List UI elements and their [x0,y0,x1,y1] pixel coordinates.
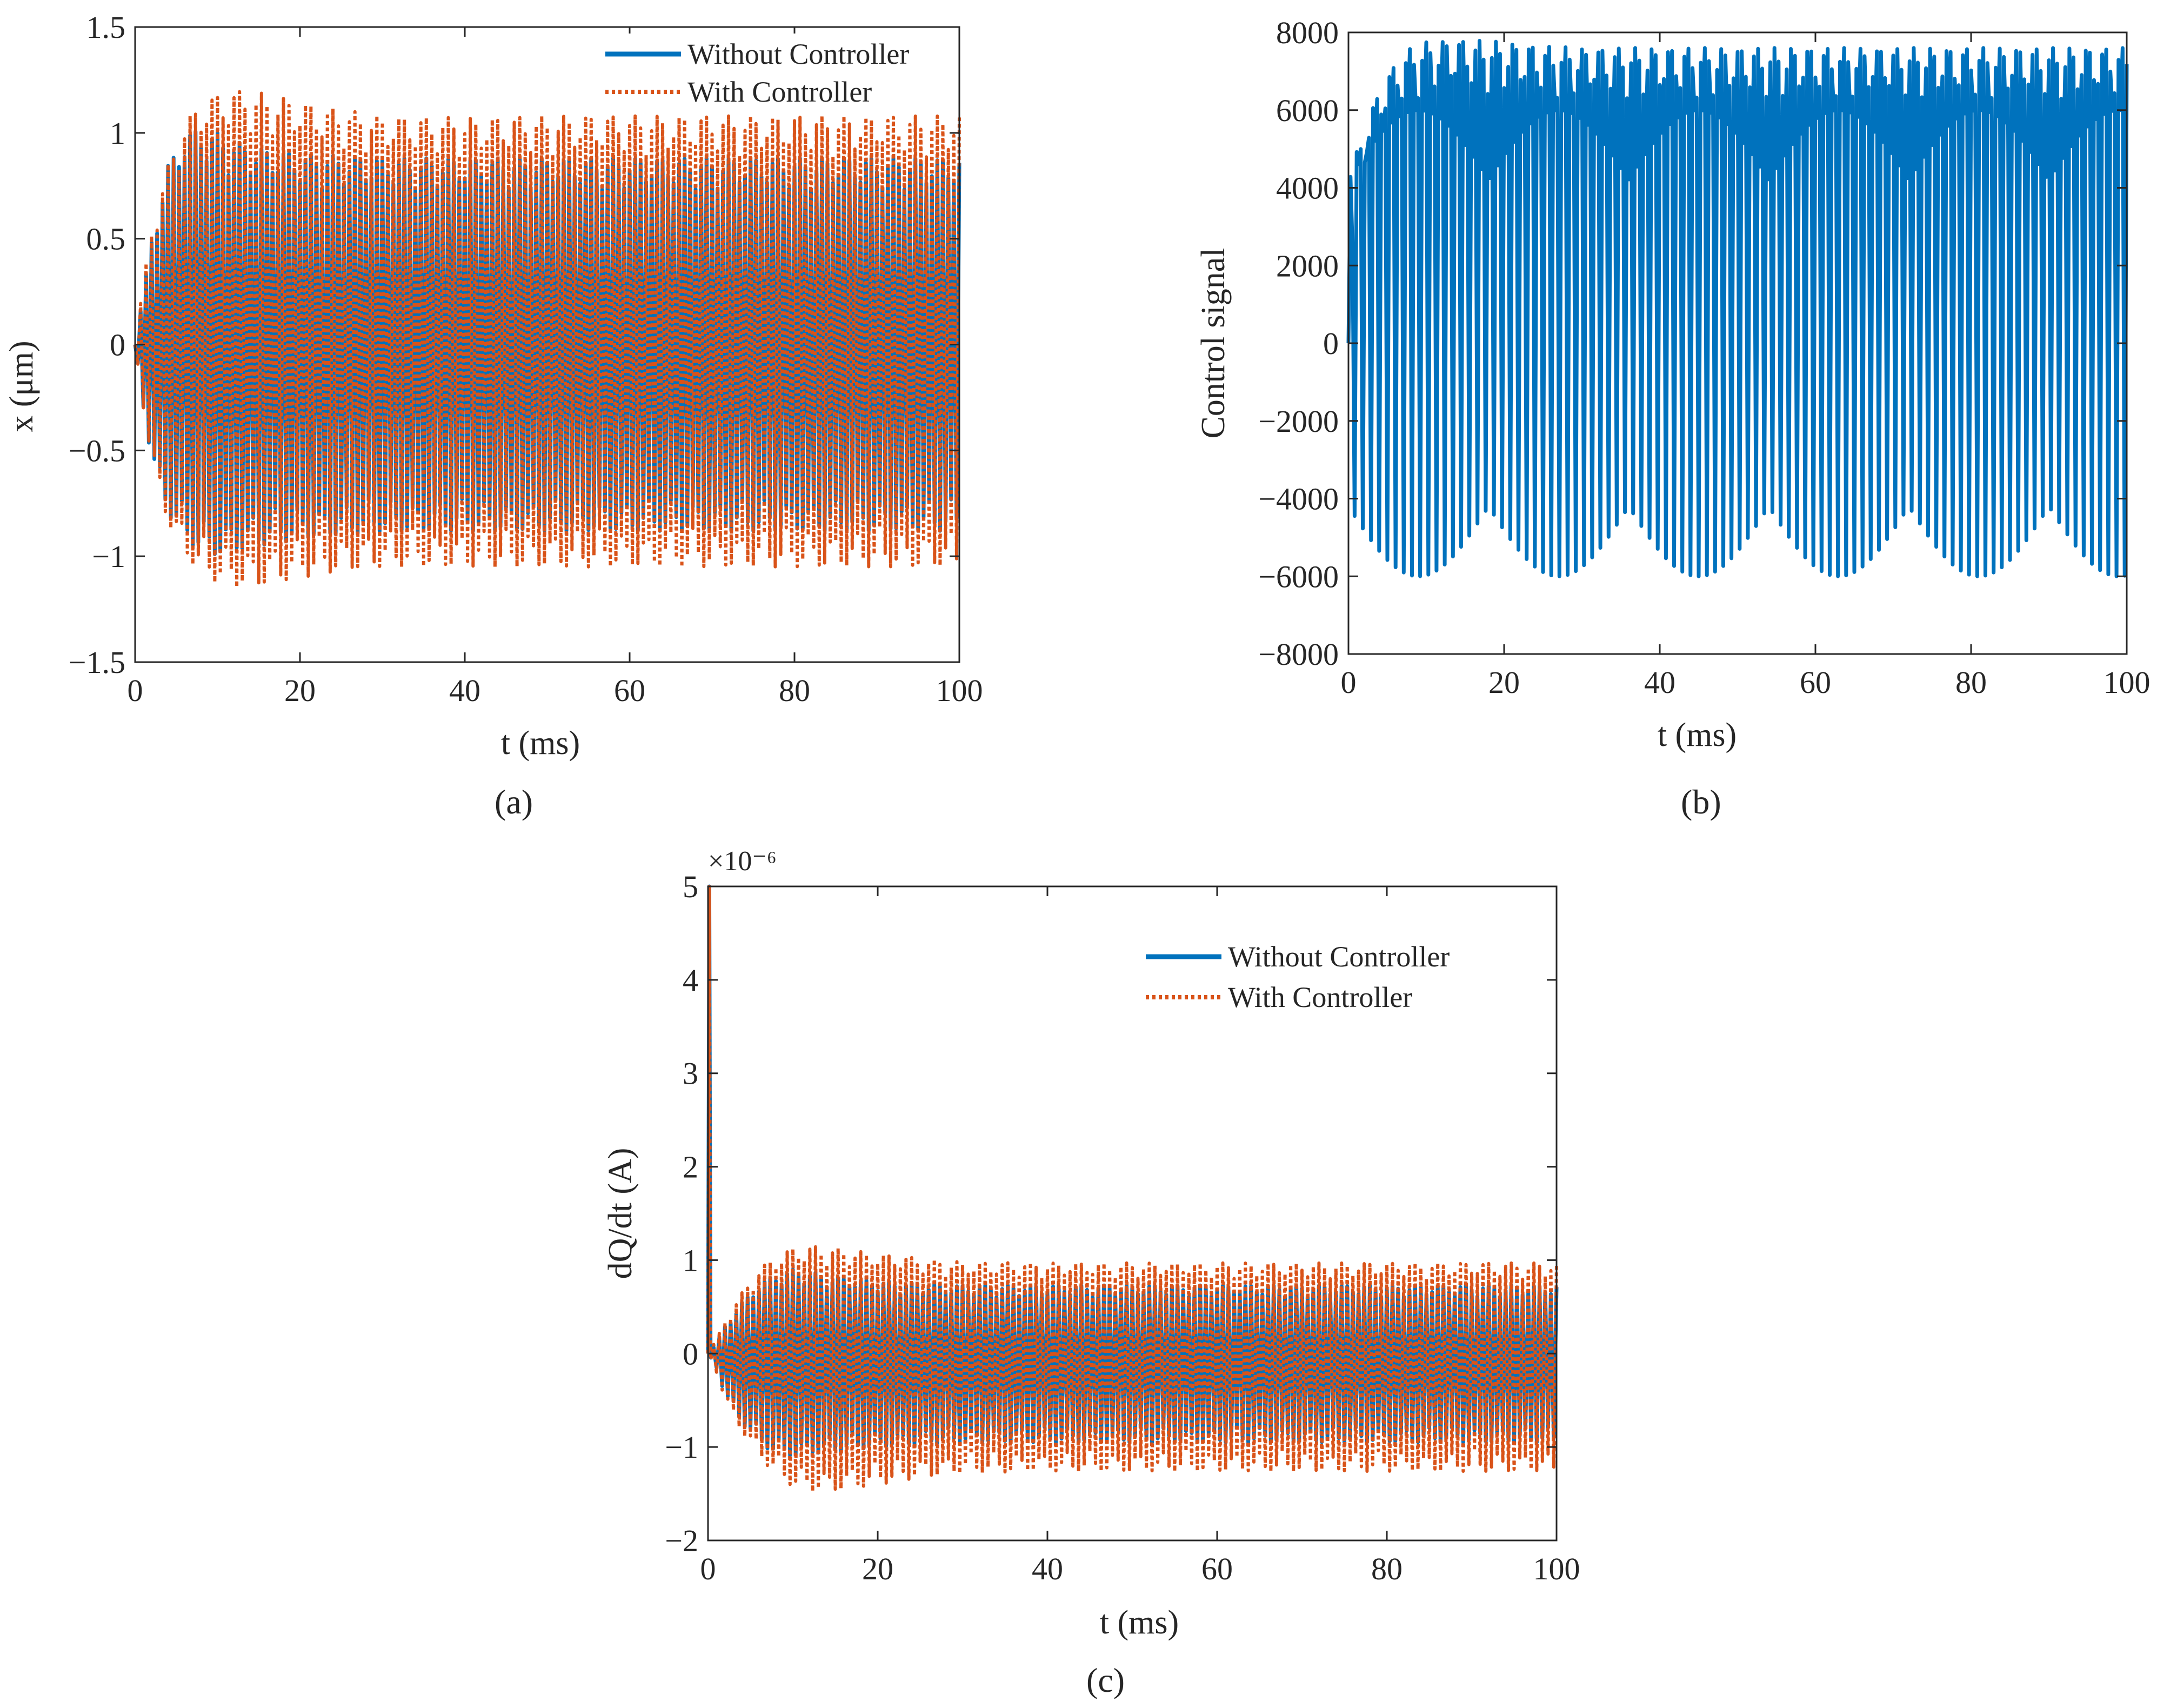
x-axis-label-c: t (ms) [1100,1604,1179,1641]
panel-caption-c: (c) [1086,1661,1125,1699]
x-tick-label: 80 [779,673,810,708]
panel-a: 0 20 40 60 80 100 −1.5 −1 −0.5 0 0.5 1 1.5 t (ms) x … [3,10,983,821]
x-tick-label: 100 [936,673,983,708]
axis-frame-c [707,885,1558,1542]
y-tick-label: 5 [683,869,698,904]
y-tick-label: 1.5 [86,10,126,45]
x-tick-label: 100 [2103,665,2151,700]
x-tick-label: 60 [1800,665,1831,700]
legend-label-without-controller-c: Without Controller [1228,940,1450,973]
y-tick-label: −1 [92,539,125,574]
x-tick-label: 40 [1644,665,1675,700]
x-tick-label: 40 [1032,1551,1063,1586]
x-tick-label: 0 [128,673,143,708]
y-tick-label: −2000 [1258,404,1339,439]
x-tick-label: 80 [1955,665,1987,700]
panel-caption-a: (a) [495,783,533,821]
y-tick-label: 2 [683,1150,698,1185]
x-tick-label: 60 [614,673,645,708]
y-tick-label: −2 [665,1523,698,1558]
legend-box-c [1130,935,1497,1015]
y-tick-label: 4 [683,963,698,998]
x-tick-label: 80 [1371,1551,1403,1586]
y-tick-label: 1 [683,1243,698,1278]
y-tick-label: 6000 [1276,93,1339,128]
y-tick-label: −4000 [1258,482,1339,517]
y-tick-label: −1.5 [69,645,125,680]
axes-a: 0 20 40 60 80 100 −1.5 −1 −0.5 0 0.5 1 1.5 [69,10,983,708]
x-axis-label-b: t (ms) [1658,717,1737,753]
panel-caption-b: (b) [1681,783,1721,821]
axes-c: 0 20 40 60 80 100 −2 −1 0 1 2 3 4 5 [665,869,1580,1586]
x-tick-label: 20 [1488,665,1520,700]
x-axis-label-a: t (ms) [501,725,580,762]
y-axis-label-a: x (μm) [3,341,40,432]
x-tick-label: 20 [284,673,316,708]
legend-box-a [589,34,957,114]
legend-label-without-controller-a: Without Controller [687,38,909,70]
y-exponent-label-c: ×10⁻⁶ [708,846,777,877]
series-line-with-controller [133,90,961,589]
x-tick-label: 40 [449,673,480,708]
x-tick-label: 20 [862,1551,893,1586]
plot-area-c [706,884,1559,1493]
panel-b: 0 20 40 60 80 100 −8000 −6000 −4000 −2000 0 2000 400… [1195,15,2151,821]
x-tick-label: 0 [700,1551,716,1586]
y-tick-label: 3 [683,1056,698,1091]
y-tick-label: −8000 [1258,637,1339,672]
y-tick-label: −1 [665,1430,698,1465]
y-axis-label-c: dQ/dt (A) [602,1148,639,1279]
y-tick-label: 4000 [1276,171,1339,206]
y-tick-label: −0.5 [69,433,125,468]
series-line-control-signal [1346,39,2129,578]
y-tick-label: 2000 [1276,248,1339,283]
legend-a: Without Controller With Controller [589,34,957,114]
y-tick-label: 8000 [1276,15,1339,50]
legend-c: Without Controller With Controller [1130,935,1497,1015]
y-tick-label: 0 [683,1336,698,1371]
legend-label-with-controller-a: With Controller [687,76,872,108]
x-tick-label: 0 [1341,665,1357,700]
y-tick-label: 0 [110,328,125,363]
plot-area-a [133,90,961,589]
y-axis-label-b: Control signal [1195,248,1232,438]
y-tick-label: 0 [1323,326,1339,361]
panel-c: 0 20 40 60 80 100 −2 −1 0 1 2 3 4 5 ×10⁻⁶ t (ms) dQ/d… [602,846,1580,1699]
series-line-with-controller [706,885,1558,1493]
y-tick-label: −6000 [1258,559,1339,594]
plot-area-b [1346,39,2129,578]
x-tick-label: 60 [1201,1551,1233,1586]
x-tick-label: 100 [1533,1551,1580,1586]
legend-label-with-controller-c: With Controller [1228,981,1412,1013]
y-tick-label: 1 [110,116,125,151]
y-tick-label: 0.5 [86,222,126,257]
axes-b: 0 20 40 60 80 100 −8000 −6000 −4000 −2000 0 2000 400… [1258,15,2150,700]
